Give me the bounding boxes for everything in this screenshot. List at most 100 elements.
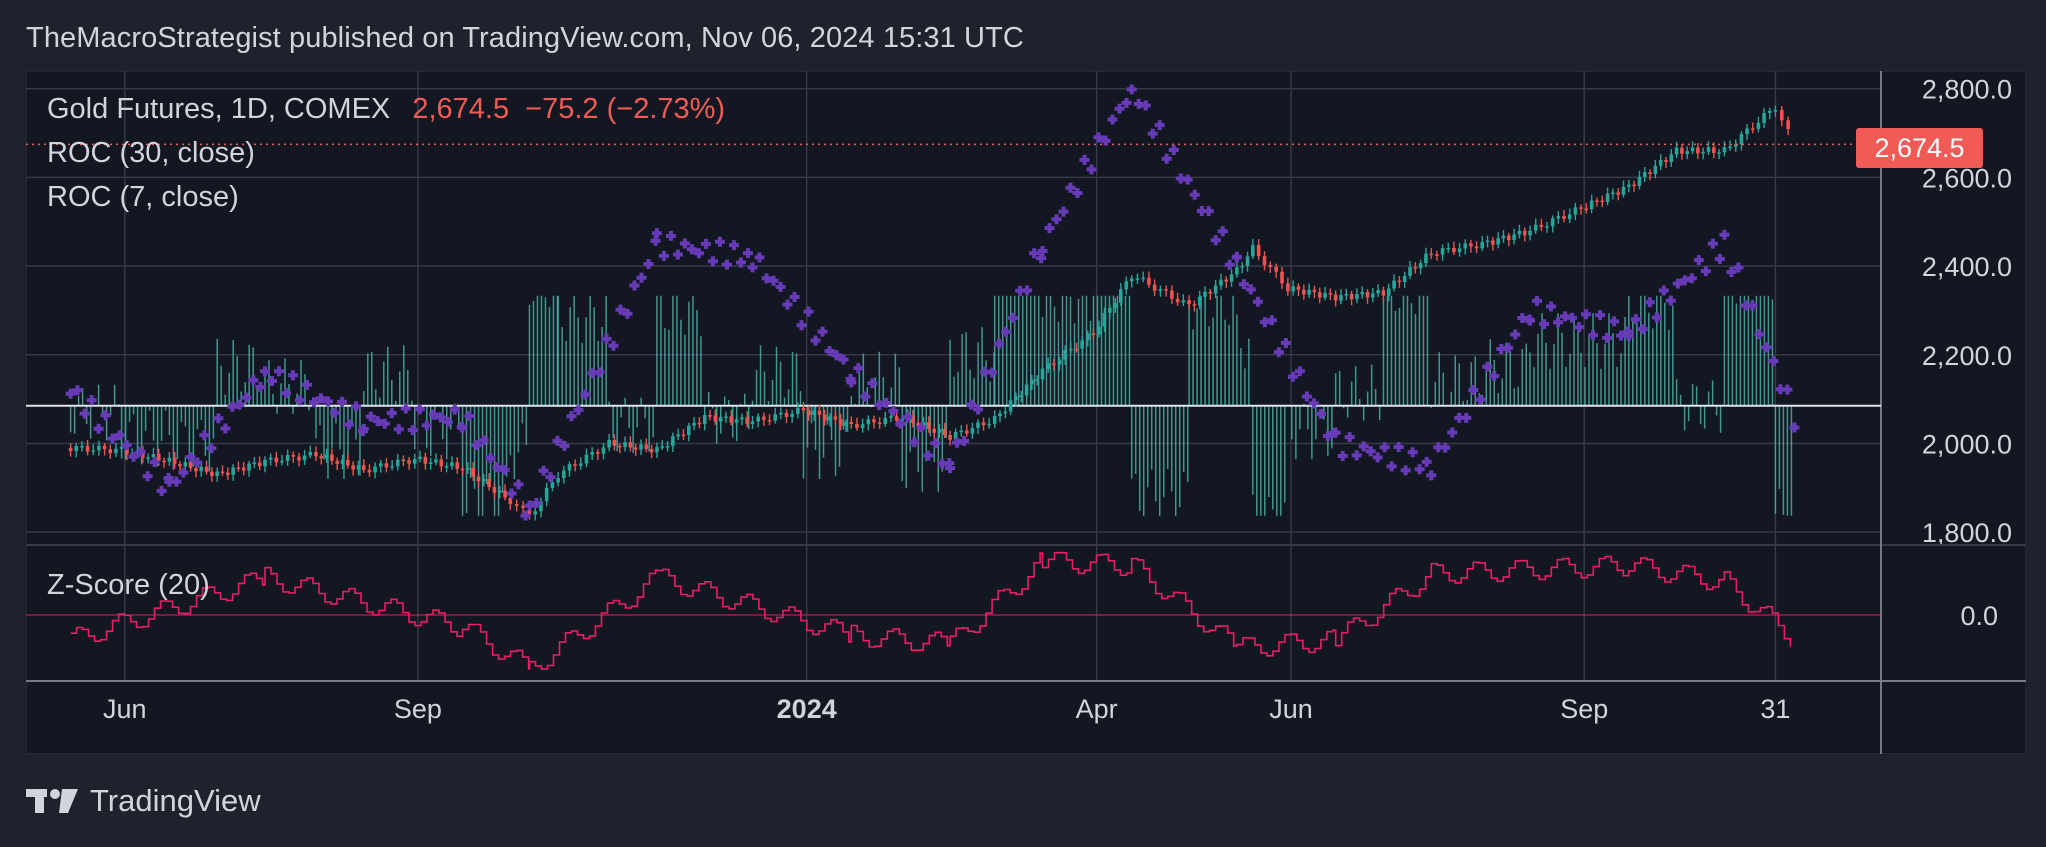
roc30-marker [1747, 300, 1758, 311]
roc30-marker [1121, 97, 1132, 108]
roc30-marker [185, 452, 196, 463]
candle-body [231, 467, 235, 475]
candle-body [784, 412, 789, 417]
candle-body [953, 431, 958, 440]
candle-body [444, 466, 449, 468]
roc30-marker [1001, 326, 1012, 337]
candle-body [686, 425, 691, 436]
candle-body [1197, 296, 1202, 306]
roc30-marker [987, 367, 998, 378]
candle-body [750, 421, 755, 424]
candle-body [1235, 267, 1239, 275]
publisher-line: TheMacroStrategist published on TradingV… [26, 22, 1024, 54]
chart-svg[interactable]: 2,800.0 2,600.0 2,400.0 2,200.0 2,000.0 1,800… [26, 71, 2026, 754]
roc30-marker [1567, 312, 1578, 323]
roc30-marker [531, 498, 542, 509]
roc30-marker [135, 446, 146, 457]
roc30-marker [1400, 465, 1411, 476]
candle-body [718, 417, 723, 422]
roc30-marker [916, 422, 927, 433]
roc30-marker [1789, 422, 1800, 433]
roc30-marker [707, 256, 718, 267]
candle-body [692, 422, 696, 426]
candle-body [178, 464, 182, 467]
roc30-marker [545, 472, 556, 483]
candle-body [1621, 186, 1626, 195]
candle-body [241, 467, 246, 471]
candle-body [539, 501, 543, 512]
roc30-marker [1468, 384, 1479, 395]
roc30-marker [686, 244, 697, 255]
legend-zscore[interactable]: Z-Score (20) [47, 569, 210, 601]
candle-body [1147, 277, 1151, 285]
candle-body [378, 463, 383, 467]
roc30-marker [1126, 84, 1137, 95]
legend-roc7[interactable]: ROC (7, close) [47, 181, 239, 213]
candle-body [773, 414, 777, 421]
candle-body [1480, 242, 1485, 249]
candle-body [756, 416, 760, 422]
roc30-marker [580, 389, 591, 400]
roc30-marker [1114, 103, 1125, 114]
candle-body [1435, 254, 1439, 256]
candle-body [713, 415, 718, 422]
candle-body [1562, 216, 1566, 219]
candle-body [1567, 214, 1572, 219]
candle-body [210, 471, 214, 477]
footer-logo[interactable]: TradingView [26, 783, 261, 819]
roc30-marker [192, 457, 203, 468]
candle-body [1355, 294, 1359, 300]
candle-body [849, 422, 854, 424]
roc30-marker [1245, 284, 1256, 295]
legend-symbol-row[interactable]: Gold Futures, 1D, COMEX 2,674.5 −75.2 (−… [47, 93, 725, 126]
roc30-marker [1344, 432, 1355, 443]
candle-body [533, 511, 538, 515]
time-tick-label: Jun [1269, 694, 1313, 724]
candle-body [390, 466, 394, 468]
roc30-marker [1079, 154, 1090, 165]
roc30-marker [421, 420, 432, 431]
roc30-marker [287, 370, 298, 381]
roc30-marker [594, 367, 605, 378]
candle-body [172, 457, 177, 465]
legend-roc30[interactable]: ROC (30, close) [47, 137, 255, 169]
candle-body [1413, 267, 1418, 269]
candle-body [1102, 312, 1107, 327]
candle-body [1113, 303, 1118, 308]
candle-body [702, 415, 707, 425]
candle-body [1219, 279, 1223, 286]
roc30-marker [1044, 223, 1055, 234]
candle-body [1158, 289, 1163, 291]
roc30-marker [566, 411, 577, 422]
roc30-marker [171, 476, 182, 487]
candle-body [1674, 147, 1679, 155]
candle-body [257, 462, 262, 467]
candle-body [1701, 151, 1705, 154]
roc30-marker [1644, 297, 1655, 308]
roc30-marker [700, 238, 711, 249]
candle-body [1301, 289, 1306, 295]
candle-body [817, 410, 822, 415]
roc30-marker [1308, 398, 1319, 409]
candle-body [932, 428, 936, 433]
candle-body [1685, 151, 1690, 154]
candle-body [1452, 247, 1456, 253]
candle-body [1517, 230, 1522, 235]
candle-body [1063, 350, 1067, 360]
candle-body [601, 447, 606, 454]
candle-body [1181, 300, 1186, 303]
roc30-marker [782, 299, 793, 310]
candle-body [708, 415, 712, 417]
candle-body [220, 471, 225, 474]
candle-body [418, 456, 422, 459]
roc30-marker [1008, 312, 1019, 323]
candle-body [1696, 147, 1700, 154]
roc30-marker [1029, 248, 1040, 259]
candle-body [280, 460, 284, 463]
candle-body [335, 460, 340, 464]
candle-body [1739, 134, 1744, 145]
roc30-marker [1266, 315, 1277, 326]
chart-area[interactable]: 2,800.0 2,600.0 2,400.0 2,200.0 2,000.0 1,800… [26, 71, 2026, 754]
candle-body [1108, 307, 1112, 313]
roc30-marker [552, 435, 563, 446]
